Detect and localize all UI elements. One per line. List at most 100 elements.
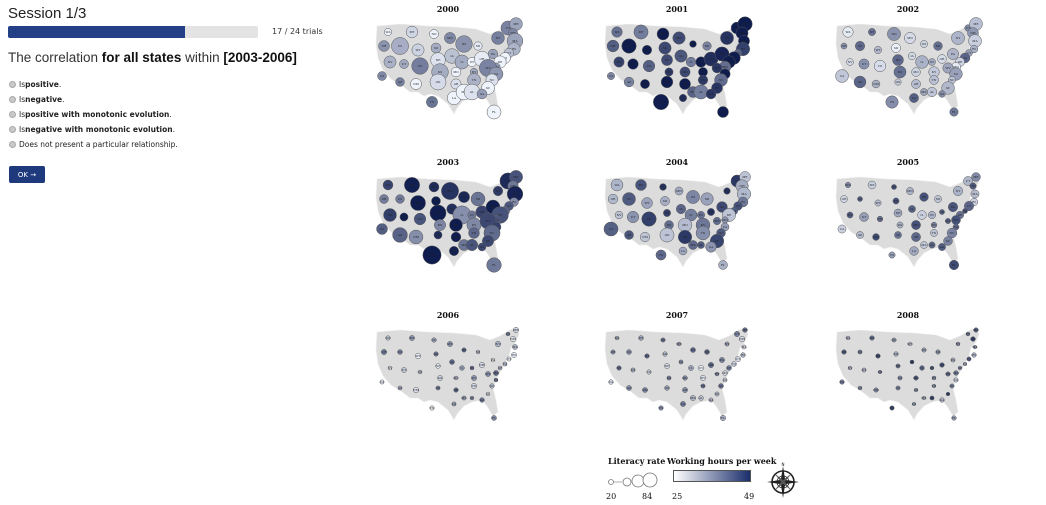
state-label: AZ: [626, 80, 631, 84]
state-marker-ID: [855, 41, 865, 51]
state-label: KS: [898, 223, 902, 227]
state-marker-IN: [928, 58, 936, 66]
map-year-title: 2004: [666, 157, 689, 167]
state-label: KS: [438, 376, 442, 380]
state-marker-CT: [966, 356, 972, 362]
state-marker-GA: [476, 88, 488, 100]
radio-button[interactable]: [9, 81, 16, 88]
state-label: SD: [663, 352, 668, 356]
state-label: WA: [614, 336, 620, 340]
state-label: WY: [644, 201, 649, 205]
state-label: CA: [609, 227, 614, 231]
state-label: ND: [660, 338, 666, 342]
option-negative-monotonic[interactable]: Is negative with monotonic evolution.: [9, 122, 178, 137]
option-positive[interactable]: Is positive.: [9, 77, 178, 92]
state-marker-OH: [479, 362, 485, 368]
state-label: AL: [698, 90, 703, 94]
state-marker-ND: [428, 181, 440, 193]
option-negative[interactable]: Is negative.: [9, 92, 178, 107]
state-label: ME: [513, 22, 518, 26]
state-marker-SD: [658, 41, 672, 55]
state-label: WI: [922, 348, 927, 352]
state-marker-IN: [698, 365, 704, 371]
radio-button[interactable]: [9, 111, 16, 118]
state-marker-IN: [469, 365, 475, 371]
option-bold: positive with monotonic evolution: [25, 110, 170, 119]
state-marker-MT: [869, 335, 875, 341]
state-label: RI: [741, 47, 745, 51]
state-label: NY: [496, 36, 501, 40]
state-label: ID: [858, 350, 862, 354]
state-label: SD: [663, 46, 668, 50]
state-label: UT: [402, 368, 407, 372]
state-marker-WI: [686, 190, 700, 204]
state-marker-AL: [698, 395, 704, 401]
state-label: WA: [845, 30, 851, 34]
state-marker-GA: [938, 90, 946, 98]
state-label: UT: [862, 368, 867, 372]
state-label: LA: [681, 249, 686, 253]
option-suffix: Does not present a particular relationsh…: [19, 140, 178, 149]
state-label: AL: [698, 396, 703, 400]
state-label: TX: [430, 406, 435, 410]
state-label: IL: [460, 366, 463, 370]
state-label: DE: [958, 60, 963, 64]
state-label: KS: [898, 70, 902, 74]
state-marker-MO: [679, 66, 691, 78]
state-marker-WA: [614, 335, 620, 341]
state-label: AZ: [397, 386, 402, 390]
state-label: WA: [614, 30, 620, 34]
radio-button[interactable]: [9, 126, 16, 133]
option-no-relationship[interactable]: Does not present a particular relationsh…: [9, 137, 178, 152]
state-marker-CO: [417, 369, 423, 375]
radio-button[interactable]: [9, 96, 16, 103]
state-label: MO: [682, 376, 688, 380]
state-marker-OH: [939, 209, 945, 215]
state-label: WV: [945, 66, 951, 70]
state-marker-OK: [894, 231, 902, 239]
state-label: DE: [958, 366, 963, 370]
state-marker-SC: [482, 235, 494, 247]
ok-button[interactable]: OK →: [9, 166, 45, 183]
state-label: WI: [462, 348, 467, 352]
state-label: MD: [493, 218, 499, 222]
state-marker-NV: [616, 365, 622, 371]
state-label: CT: [967, 51, 971, 55]
option-positive-monotonic[interactable]: Is positive with monotonic evolution.: [9, 107, 178, 122]
state-label: MA: [512, 39, 518, 43]
state-label: MO: [453, 223, 459, 227]
state-label: SD: [894, 352, 899, 356]
state-marker-IL: [688, 365, 694, 371]
state-label: MI: [476, 44, 481, 48]
state-label: ME: [973, 22, 978, 26]
state-label: WY: [415, 201, 420, 205]
state-label: NE: [665, 58, 670, 62]
state-marker-MO: [453, 375, 459, 381]
state-marker-AZ: [624, 230, 634, 240]
state-marker-NY: [955, 341, 961, 347]
state-label: WA: [385, 30, 391, 34]
state-marker-TX: [426, 96, 438, 108]
radio-button[interactable]: [9, 141, 16, 148]
state-label: PA: [720, 52, 725, 56]
state-label: GA: [480, 245, 485, 249]
state-marker-OK: [894, 78, 902, 86]
state-marker-AR: [450, 231, 462, 243]
state-marker-GA: [708, 397, 714, 403]
state-label: TN: [932, 78, 937, 82]
state-marker-CT: [506, 356, 512, 362]
state-marker-NM: [871, 79, 881, 89]
question-middle: within: [181, 50, 224, 65]
option-text: Is: [19, 80, 26, 89]
state-label: MN: [447, 189, 453, 193]
state-label: IL: [920, 213, 923, 217]
state-label: SC: [715, 86, 720, 90]
state-marker-AR: [453, 387, 459, 393]
option-bold: negative with monotonic evolution: [25, 125, 173, 134]
state-label: AL: [929, 396, 934, 400]
state-marker-CA: [837, 224, 847, 234]
state-marker-NE: [892, 54, 904, 66]
state-label: OK: [896, 233, 901, 237]
state-label: MS: [461, 243, 466, 247]
